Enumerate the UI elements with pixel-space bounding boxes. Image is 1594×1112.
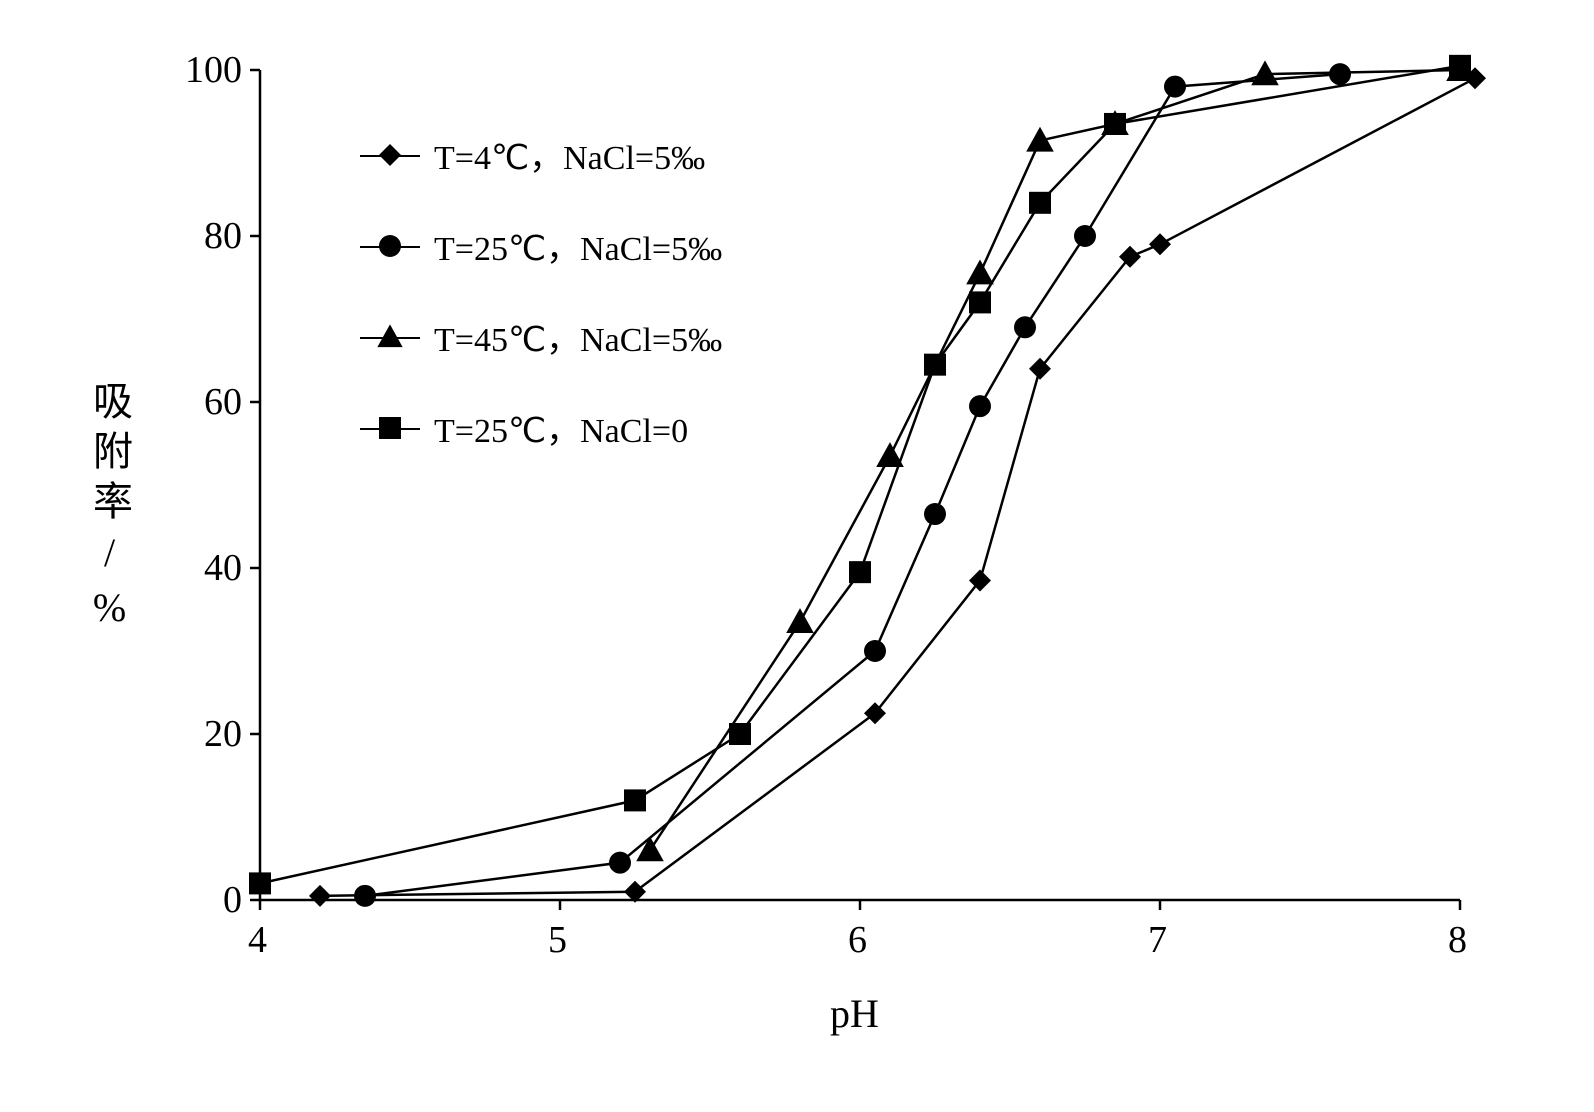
series-marker-2 (876, 442, 904, 467)
series-marker-1 (354, 885, 376, 907)
xtick-label: 6 (848, 918, 867, 962)
series-marker-3 (624, 789, 646, 811)
legend-row: T=25℃，NaCl=0 (360, 403, 722, 452)
xtick-label: 8 (1448, 918, 1467, 962)
x-axis-label: pH (830, 990, 879, 1037)
legend-marker-square-icon (360, 413, 420, 443)
series-marker-1 (1164, 76, 1186, 98)
series-marker-1 (1014, 316, 1036, 338)
series-marker-3 (1104, 113, 1126, 135)
legend-row: T=45℃，NaCl=5‰ (360, 312, 722, 361)
legend-label: T=25℃，NaCl=0 (434, 403, 688, 452)
series-marker-1 (924, 503, 946, 525)
series-marker-3 (969, 291, 991, 313)
xtick-label: 7 (1148, 918, 1167, 962)
legend-marker-triangle-icon (360, 322, 420, 352)
ytick-label: 0 (223, 878, 242, 922)
series-marker-3 (249, 872, 271, 894)
xtick-label: 4 (248, 918, 267, 962)
ytick-label: 100 (185, 48, 242, 92)
series-marker-3 (729, 723, 751, 745)
series-marker-2 (636, 836, 664, 861)
series-marker-1 (1074, 225, 1096, 247)
chart-container: 吸附率/% pH 4 5 6 7 8 0 20 40 60 80 100 T=4℃，NaCl=5‰… (0, 0, 1594, 1112)
legend-label: T=25℃，NaCl=5‰ (434, 221, 722, 270)
ytick-label: 80 (204, 214, 242, 258)
legend-row: T=25℃，NaCl=5‰ (360, 221, 722, 270)
ytick-label: 60 (204, 380, 242, 424)
legend-row: T=4℃，NaCl=5‰ (360, 130, 722, 179)
x-axis-label-text: pH (830, 991, 879, 1036)
series-marker-3 (849, 561, 871, 583)
series-marker-3 (1029, 192, 1051, 214)
legend-marker-diamond-icon (360, 140, 420, 170)
series-marker-2 (966, 260, 994, 285)
series-marker-1 (969, 395, 991, 417)
series-marker-0 (309, 885, 331, 907)
series-marker-3 (924, 354, 946, 376)
xtick-label: 5 (548, 918, 567, 962)
series-marker-1 (1329, 63, 1351, 85)
legend-marker-circle-icon (360, 231, 420, 261)
series-marker-0 (969, 569, 991, 591)
chart-legend: T=4℃，NaCl=5‰ T=25℃，NaCl=5‰ T=45℃，NaCl=5‰ T=… (360, 130, 722, 494)
legend-label: T=45℃，NaCl=5‰ (434, 312, 722, 361)
y-axis-label-text: 吸附率/% (87, 380, 132, 640)
series-marker-0 (864, 702, 886, 724)
series-marker-0 (1149, 233, 1171, 255)
series-marker-2 (786, 608, 814, 633)
legend-label: T=4℃，NaCl=5‰ (434, 130, 705, 179)
ytick-label: 40 (204, 546, 242, 590)
y-axis-label: 吸附率/% (80, 380, 138, 640)
series-marker-1 (864, 640, 886, 662)
series-marker-1 (609, 852, 631, 874)
ytick-label: 20 (204, 712, 242, 756)
series-marker-3 (1449, 55, 1471, 77)
